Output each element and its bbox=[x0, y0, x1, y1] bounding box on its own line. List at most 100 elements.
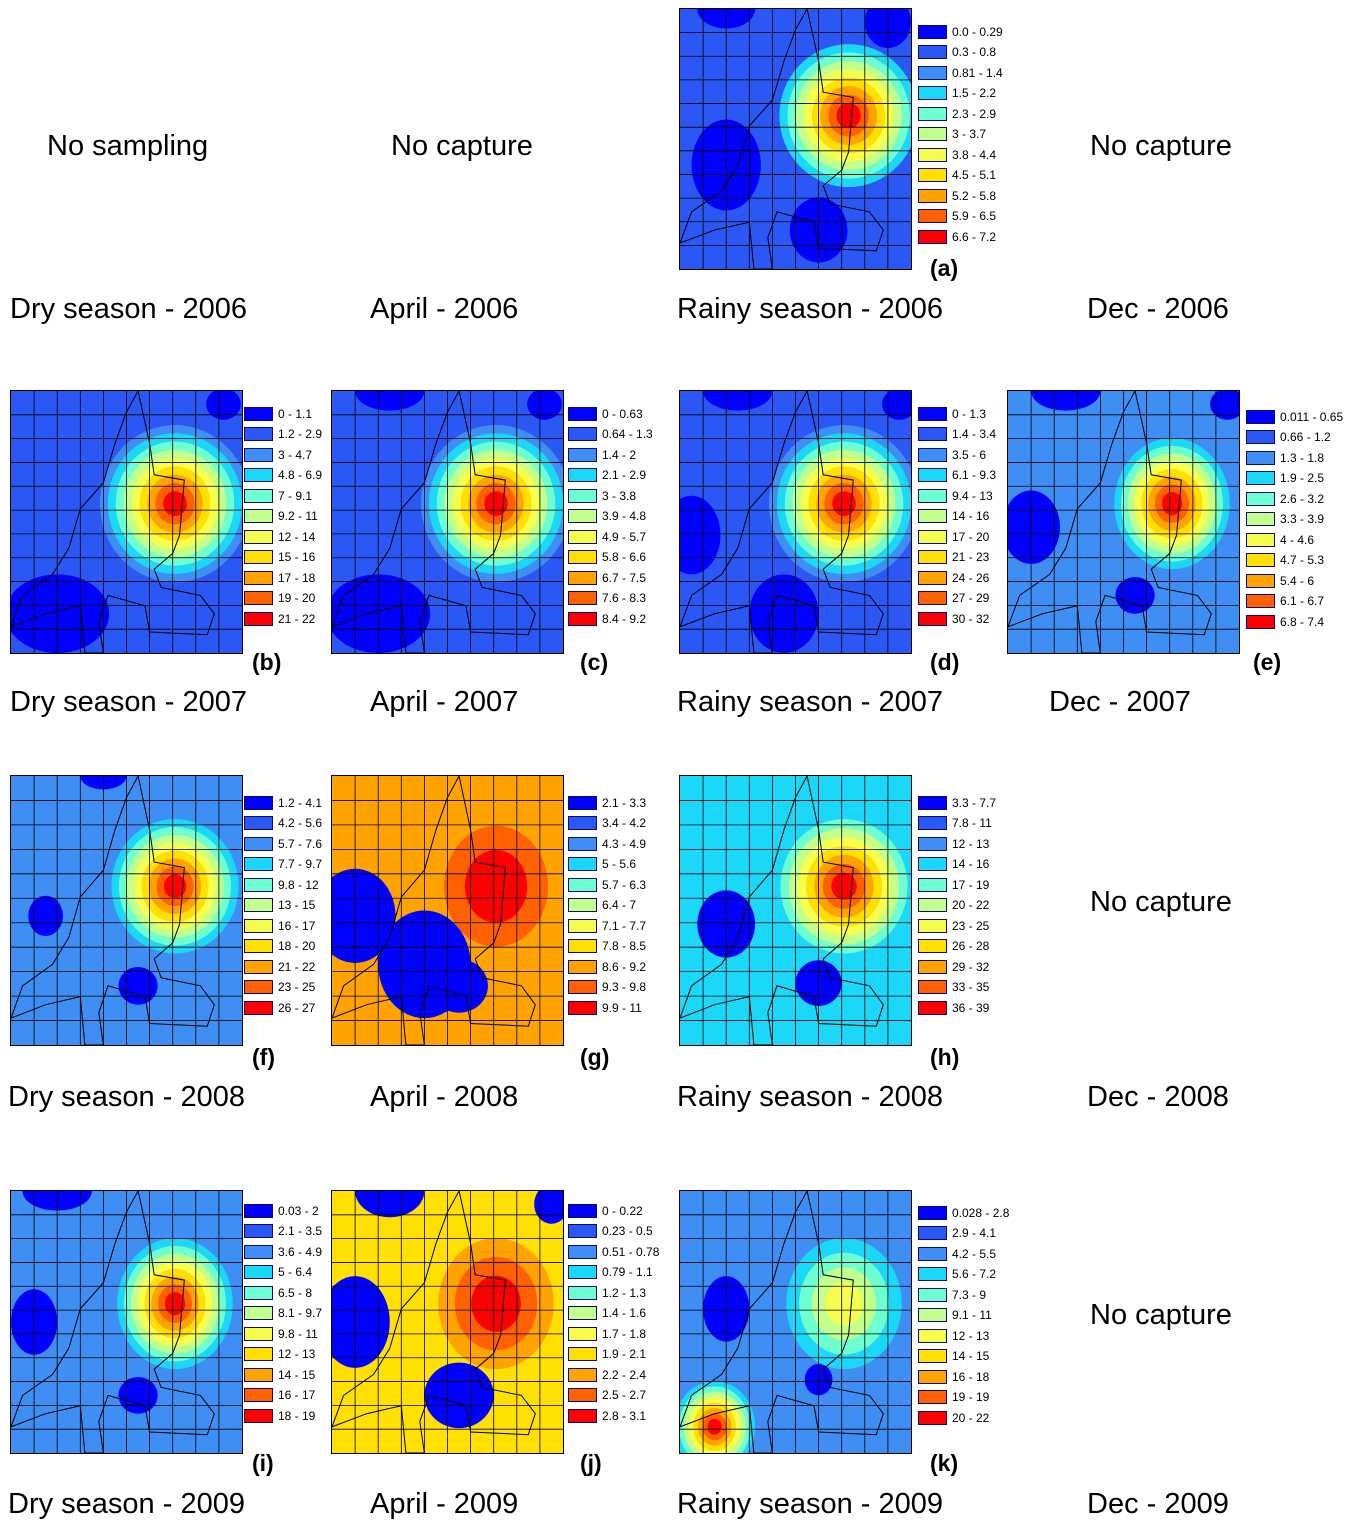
legend-label: 4.2 - 5.5 bbox=[952, 1246, 997, 1261]
legend-item: 3.6 - 4.9 bbox=[244, 1243, 322, 1260]
legend-label: 7.7 - 9.7 bbox=[278, 857, 323, 871]
legend-item: 5 - 5.6 bbox=[568, 856, 636, 873]
legend-swatch bbox=[568, 877, 597, 892]
legend-swatch bbox=[244, 406, 273, 421]
legend-item: 1.2 - 4.1 bbox=[244, 794, 322, 811]
legend-label: 21 - 22 bbox=[278, 959, 316, 974]
legend-label: 3.8 - 4.4 bbox=[952, 147, 997, 162]
legend-swatch bbox=[244, 918, 273, 933]
legend-swatch bbox=[918, 611, 947, 626]
legend-swatch bbox=[918, 1308, 947, 1322]
legend-item: 5.7 - 6.3 bbox=[568, 876, 646, 893]
legend-label: 0.51 - 0.78 bbox=[602, 1244, 660, 1259]
legend-label: 3.6 - 4.9 bbox=[278, 1244, 323, 1259]
panel-letter: (c) bbox=[580, 649, 609, 675]
period-label: Dec - 2008 bbox=[1087, 1081, 1229, 1113]
low-zone bbox=[680, 495, 721, 575]
legend-item: 18 - 19 bbox=[244, 1407, 315, 1424]
legend-item: 21 - 23 bbox=[918, 549, 989, 566]
legend-label: 13 - 15 bbox=[278, 898, 316, 912]
legend-swatch bbox=[244, 1388, 273, 1402]
legend-label: 7.1 - 7.7 bbox=[602, 918, 647, 933]
legend-swatch bbox=[918, 959, 947, 974]
legend-label: 14 - 16 bbox=[952, 857, 990, 871]
legend-swatch bbox=[244, 1408, 273, 1423]
legend-swatch bbox=[568, 1326, 597, 1341]
legend-item: 1.4 - 2 bbox=[568, 446, 636, 463]
legend-swatch bbox=[918, 1287, 947, 1302]
heatmap-svg bbox=[680, 1191, 911, 1453]
legend-swatch bbox=[568, 1408, 597, 1423]
legend-label: 7.8 - 8.5 bbox=[602, 939, 647, 953]
legend-item: 8.6 - 9.2 bbox=[568, 958, 646, 975]
legend-label: 15 - 16 bbox=[278, 550, 316, 564]
low-zone bbox=[332, 574, 431, 653]
legend-label: 0.79 - 1.1 bbox=[602, 1265, 653, 1279]
legend-swatch bbox=[244, 1326, 273, 1341]
legend-swatch bbox=[568, 795, 597, 810]
legend-swatch bbox=[918, 939, 947, 953]
legend-item: 20 - 22 bbox=[918, 897, 989, 914]
low-zone bbox=[882, 391, 911, 420]
legend-swatch bbox=[244, 509, 273, 523]
legend-swatch bbox=[568, 918, 597, 933]
legend-swatch bbox=[244, 816, 273, 830]
legend-swatch bbox=[568, 509, 597, 523]
legend-label: 19 - 19 bbox=[952, 1390, 990, 1404]
legend-swatch bbox=[918, 816, 947, 830]
legend-label: 5 - 6.4 bbox=[278, 1265, 313, 1279]
legend-item: 4 - 4.6 bbox=[1246, 531, 1314, 548]
low-zone bbox=[11, 574, 110, 653]
legend-label: 4.3 - 4.9 bbox=[602, 836, 647, 851]
legend-item: 9.4 - 13 bbox=[918, 487, 993, 504]
legend-label: 21 - 22 bbox=[278, 611, 316, 626]
legend-swatch bbox=[568, 468, 597, 482]
low-zone bbox=[355, 391, 425, 411]
map-panel-i bbox=[10, 1190, 243, 1454]
legend-item: 6.6 - 7.2 bbox=[918, 228, 996, 245]
legend-swatch bbox=[568, 488, 597, 503]
legend-swatch bbox=[918, 106, 947, 121]
legend-swatch bbox=[568, 529, 597, 544]
legend-item: 17 - 20 bbox=[918, 528, 989, 545]
heatmap-svg bbox=[11, 776, 242, 1045]
legend-label: 6.4 - 7 bbox=[602, 898, 637, 912]
low-zone bbox=[1115, 577, 1155, 614]
legend-swatch bbox=[568, 427, 597, 441]
legend-label: 6.1 - 9.3 bbox=[952, 468, 997, 482]
legend-label: 9.1 - 11 bbox=[952, 1308, 992, 1322]
legend-swatch bbox=[918, 427, 947, 441]
legend-label: 9.4 - 13 bbox=[952, 488, 993, 503]
legend-swatch bbox=[244, 550, 273, 564]
legend-swatch bbox=[568, 959, 597, 974]
contour-band bbox=[464, 849, 528, 923]
legend-label: 0.64 - 1.3 bbox=[602, 427, 653, 441]
note-no-capture-april-2006: No capture bbox=[391, 130, 533, 162]
legend-label: 6.8 - 7.4 bbox=[1280, 614, 1325, 629]
legend-label: 0.66 - 1.2 bbox=[1280, 430, 1331, 444]
legend-label: 2.9 - 4.1 bbox=[952, 1226, 997, 1240]
legend-item: 4.9 - 5.7 bbox=[568, 528, 646, 545]
legend-swatch bbox=[1246, 409, 1275, 424]
heatmap-svg bbox=[680, 391, 911, 653]
legend-item: 2.8 - 3.1 bbox=[568, 1407, 646, 1424]
legend-item: 5.7 - 7.6 bbox=[244, 835, 322, 852]
legend-swatch bbox=[568, 857, 597, 871]
legend-item: 3 - 4.7 bbox=[244, 446, 312, 463]
legend-item: 0.03 - 2 bbox=[244, 1202, 319, 1219]
legend-item: 1.7 - 1.8 bbox=[568, 1325, 646, 1342]
contour-band bbox=[471, 1275, 521, 1332]
legend-swatch bbox=[918, 529, 947, 544]
panel-letter: (d) bbox=[930, 649, 960, 675]
map-panel-e bbox=[1007, 390, 1240, 654]
legend-item: 9.2 - 11 bbox=[244, 508, 318, 525]
low-zone bbox=[118, 1377, 158, 1414]
low-zone bbox=[355, 1191, 425, 1218]
legend-item: 5.8 - 6.6 bbox=[568, 549, 646, 566]
legend-item: 2.3 - 2.9 bbox=[918, 105, 996, 122]
legend-label: 17 - 18 bbox=[278, 570, 316, 585]
legend-item: 7 - 9.1 bbox=[244, 487, 312, 504]
period-label: Dry season - 2009 bbox=[8, 1488, 245, 1520]
legend-item: 9.9 - 11 bbox=[568, 999, 642, 1016]
legend-swatch bbox=[244, 980, 273, 994]
